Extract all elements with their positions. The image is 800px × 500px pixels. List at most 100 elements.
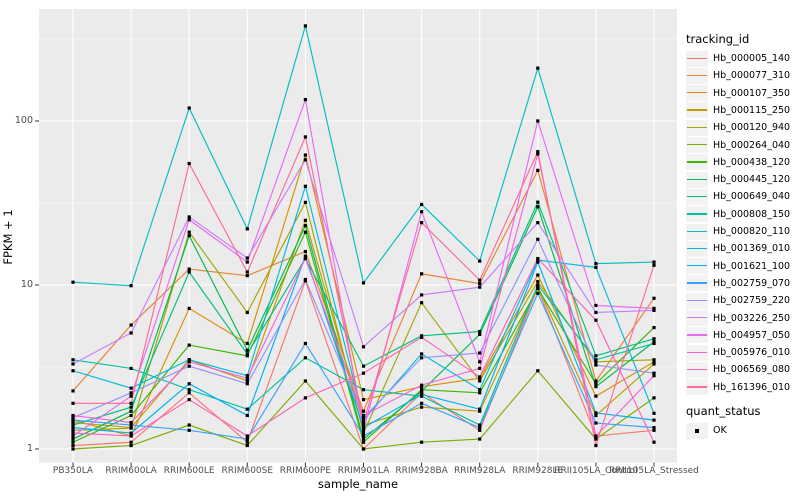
x-tick-label-RRIM901LA: RRIM901LA	[337, 466, 390, 476]
x-tick-label-RRII105LA_Control: RRII105LA_Control	[554, 466, 638, 476]
data-point-Hb_004957_050	[71, 434, 75, 438]
legend-key-icon	[686, 310, 708, 326]
data-point-Hb_000820_110	[652, 260, 656, 264]
data-point-Hb_000077_310	[187, 267, 191, 271]
data-point-Hb_003226_250	[303, 158, 307, 162]
data-point-Hb_000438_120	[652, 325, 656, 330]
data-point-Hb_000820_110	[303, 24, 307, 28]
legend-item-Hb_006569_080: Hb_006569_080	[686, 361, 790, 378]
data-point-Hb_001621_100	[187, 382, 191, 386]
data-point-Hb_000120_940	[652, 358, 656, 362]
legend-item-label: Hb_002759_070	[713, 277, 791, 289]
data-point-Hb_000808_150	[536, 283, 540, 287]
data-point-Hb_005976_010	[303, 256, 307, 261]
data-point-Hb_002759_070	[478, 426, 482, 430]
data-point-Hb_000445_120	[594, 385, 598, 389]
data-point-Hb_002759_070	[594, 421, 598, 425]
data-point-Hb_006569_080	[361, 371, 366, 375]
legend-key-icon	[686, 188, 708, 205]
data-point-Hb_000820_110	[361, 281, 366, 285]
data-point-Hb_002759_220	[303, 277, 307, 282]
data-point-Hb_001621_100	[536, 260, 540, 264]
data-point-Hb_000077_310	[420, 272, 424, 276]
data-point-Hb_000077_310	[594, 379, 598, 383]
data-point-Hb_000438_120	[478, 391, 482, 395]
x-tick-label-RRIM600SE: RRIM600SE	[221, 466, 274, 476]
legend-key-icon	[686, 379, 708, 396]
legend-item-label: Hb_001621_100	[713, 260, 791, 272]
data-point-Hb_161396_010	[361, 420, 366, 425]
legend-key-icon	[686, 240, 708, 257]
data-point-Hb_000264_040	[361, 447, 366, 451]
data-point-Hb_000649_040	[361, 364, 366, 368]
data-point-Hb_000005_140	[478, 428, 482, 432]
quant-key-icon	[686, 422, 708, 439]
data-point-Hb_000077_310	[245, 274, 249, 278]
data-point-Hb_001369_010	[594, 265, 598, 270]
data-point-Hb_000120_940	[478, 379, 482, 383]
data-point-Hb_000120_940	[420, 301, 424, 305]
data-point-Hb_001369_010	[71, 369, 75, 373]
data-point-Hb_000005_140	[129, 440, 133, 444]
data-point-Hb_004957_050	[129, 394, 133, 398]
data-point-Hb_005976_010	[536, 152, 540, 156]
legend-item-label: Hb_000005_140	[713, 53, 791, 64]
data-point-Hb_000107_350	[187, 306, 191, 310]
data-point-Hb_001621_100	[71, 426, 75, 430]
x-tick-label-PB350LA: PB350LA	[52, 466, 94, 476]
data-point-Hb_000438_120	[245, 354, 249, 358]
legend-item-Hb_004957_050: Hb_004957_050	[686, 327, 790, 344]
data-point-Hb_001621_100	[420, 392, 424, 397]
data-point-Hb_000107_350	[536, 273, 540, 277]
data-point-Hb_000445_120	[129, 409, 133, 413]
data-point-Hb_000808_150	[361, 388, 366, 392]
legend-item-label: Hb_161396_010	[713, 381, 791, 393]
data-point-Hb_161396_010	[652, 263, 656, 267]
data-point-Hb_001621_100	[129, 431, 133, 435]
data-point-Hb_003226_250	[129, 331, 133, 335]
data-point-Hb_000107_350	[594, 394, 598, 398]
legend-item-label: Hb_000438_120	[713, 156, 791, 168]
legend-item-Hb_002759_220: Hb_002759_220	[686, 292, 790, 309]
data-point-Hb_161396_010	[420, 221, 424, 225]
data-point-Hb_000649_040	[129, 405, 133, 409]
data-point-Hb_000120_940	[245, 310, 249, 315]
data-point-Hb_006569_080	[478, 375, 482, 379]
data-point-Hb_000808_150	[303, 356, 307, 360]
x-tick-label-RRIM928BA: RRIM928BA	[395, 466, 448, 476]
data-point-Hb_000808_150	[478, 423, 482, 427]
data-point-Hb_005976_010	[71, 413, 75, 418]
data-point-Hb_004957_050	[652, 306, 656, 310]
data-point-Hb_161396_010	[536, 150, 540, 154]
data-point-Hb_000808_150	[187, 388, 191, 392]
data-point-Hb_000120_940	[303, 200, 307, 204]
data-point-Hb_000264_040	[478, 437, 482, 441]
data-point-Hb_005976_010	[361, 413, 366, 418]
data-point-Hb_000445_120	[303, 224, 307, 228]
data-point-Hb_005976_010	[652, 374, 656, 378]
data-point-Hb_000077_310	[536, 168, 540, 172]
data-point-Hb_006569_080	[71, 431, 75, 435]
data-point-Hb_002759_070	[536, 291, 540, 295]
data-point-Hb_002759_070	[652, 426, 656, 430]
data-point-Hb_002759_070	[420, 401, 424, 405]
data-point-Hb_000445_120	[652, 340, 656, 344]
x-axis-title: sample_name	[317, 477, 399, 491]
data-point-Hb_000005_140	[420, 391, 424, 395]
data-point-Hb_000264_040	[594, 437, 598, 441]
data-point-Hb_002759_220	[536, 237, 540, 241]
y-tick-label-100: 100	[14, 115, 33, 126]
y-axis-title: FPKM + 1	[1, 209, 15, 265]
data-point-Hb_000649_040	[652, 337, 656, 341]
data-point-Hb_002759_070	[245, 437, 249, 441]
data-point-Hb_005976_010	[187, 360, 191, 364]
data-point-Hb_001621_100	[361, 426, 366, 430]
data-point-Hb_000808_150	[652, 341, 656, 346]
data-point-Hb_001621_100	[652, 418, 656, 422]
legend-key-icon	[686, 119, 708, 136]
legend-item-Hb_002759_070: Hb_002759_070	[686, 275, 790, 292]
data-point-Hb_006569_080	[129, 434, 133, 438]
legend-item-label: Hb_000107_350	[713, 87, 791, 99]
data-point-Hb_000077_310	[303, 249, 307, 254]
